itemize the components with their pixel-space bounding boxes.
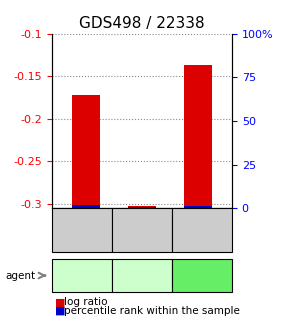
Bar <box>72 95 100 208</box>
Text: TNFa: TNFa <box>129 270 155 281</box>
Text: IFNg: IFNg <box>70 270 94 281</box>
Bar <box>184 206 212 208</box>
Text: GSM8749: GSM8749 <box>78 208 87 252</box>
Bar <box>72 205 100 208</box>
Bar <box>128 207 156 208</box>
Bar <box>128 206 156 208</box>
Text: percentile rank within the sample: percentile rank within the sample <box>64 306 240 316</box>
Text: ■: ■ <box>55 306 66 316</box>
Text: log ratio: log ratio <box>64 297 107 307</box>
Text: ■: ■ <box>55 297 66 307</box>
Bar <box>184 65 212 208</box>
Text: IL4: IL4 <box>194 270 210 281</box>
Text: agent: agent <box>6 270 36 281</box>
Title: GDS498 / 22338: GDS498 / 22338 <box>79 16 205 31</box>
Text: GSM8759: GSM8759 <box>197 208 206 252</box>
Text: GSM8754: GSM8754 <box>137 208 147 252</box>
